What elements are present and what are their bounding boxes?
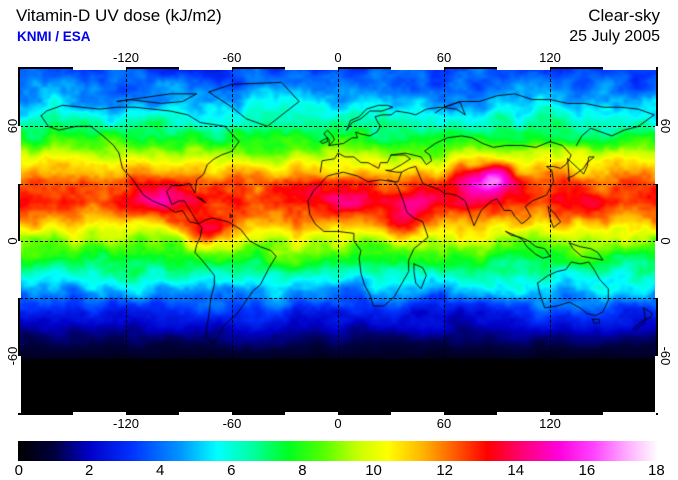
- colorbar-label: 16: [578, 462, 596, 479]
- right-axis-label: 0: [658, 237, 673, 245]
- top-axis-label: -120: [112, 50, 140, 65]
- top-axis-label: 120: [539, 50, 561, 65]
- right-axis-label: 60: [658, 119, 673, 134]
- credit-label: KNMI / ESA: [17, 29, 91, 44]
- sky-condition-label: Clear-sky: [588, 6, 660, 25]
- colorbar-label: 14: [507, 462, 525, 479]
- bottom-axis-label: -120: [112, 416, 140, 431]
- left-axis-label: 60: [5, 119, 20, 134]
- colorbar-label: 10: [365, 462, 382, 479]
- bottom-axis-label: 120: [539, 416, 561, 431]
- page-title: Vitamin-D UV dose (kJ/m2): [16, 6, 222, 25]
- colorbar: [18, 441, 658, 461]
- top-axis-label: 60: [436, 50, 452, 65]
- colorbar-label: 0: [14, 462, 24, 479]
- right-axis-label: -60: [658, 346, 673, 366]
- colorbar-label: 2: [84, 462, 94, 479]
- colorbar-label: 4: [156, 462, 165, 479]
- bottom-axis-label: 0: [334, 416, 342, 431]
- colorbar-label: 6: [227, 462, 236, 479]
- bottom-axis-label: 60: [436, 416, 452, 431]
- map-plot-area: [18, 67, 658, 415]
- bottom-axis-label: -60: [222, 416, 242, 431]
- colorbar-label: 8: [298, 462, 307, 479]
- top-axis-label: 0: [334, 50, 342, 65]
- date-label: 25 July 2005: [569, 28, 660, 45]
- top-axis-label: -60: [222, 50, 242, 65]
- colorbar-label: 12: [436, 462, 453, 479]
- left-axis-label: 0: [5, 237, 20, 245]
- coastline-overlay: [20, 69, 656, 413]
- left-axis-label: -60: [5, 346, 20, 366]
- colorbar-gradient: [18, 441, 658, 461]
- colorbar-label: 18: [647, 462, 665, 479]
